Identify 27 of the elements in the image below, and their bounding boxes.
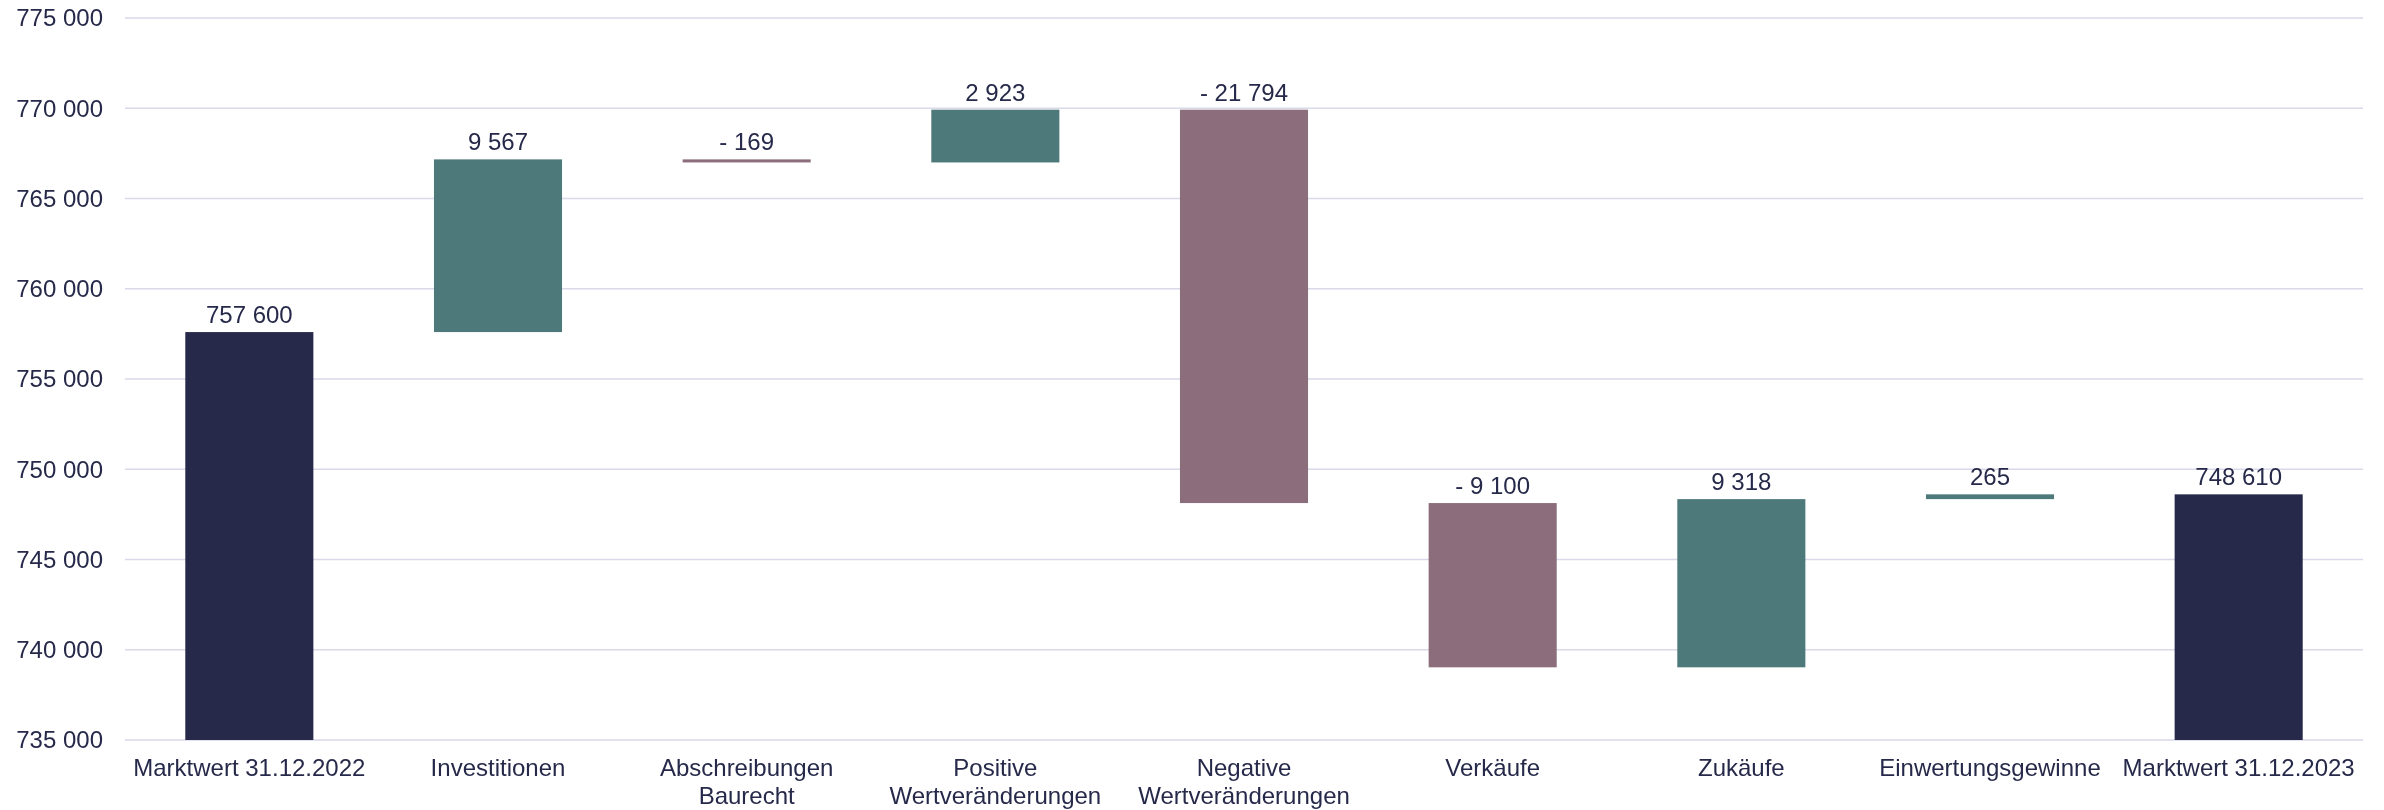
- y-tick-label: 745 000: [16, 545, 103, 573]
- x-tick-label: Verkäufe: [1445, 754, 1541, 781]
- y-tick-label: 750 000: [16, 455, 103, 483]
- x-tick-label: Negative Wertveränderungen: [1138, 754, 1350, 809]
- x-tick-label: Positive Wertveränderungen: [889, 754, 1102, 809]
- data-label: - 169: [719, 128, 775, 156]
- x-tick-label: Zukäufe: [1697, 754, 1785, 781]
- data-label: 2 923: [965, 78, 1026, 106]
- x-tick-label: Marktwert 31.12.2023: [2122, 754, 2355, 781]
- x-tick-label: Marktwert 31.12.2022: [133, 754, 366, 781]
- y-tick-label: 770 000: [16, 94, 103, 122]
- y-tick-label: 755 000: [16, 365, 103, 393]
- data-label: 757 600: [205, 301, 293, 329]
- y-tick-label: 765 000: [16, 184, 103, 212]
- data-label: 748 610: [2195, 463, 2283, 491]
- data-label: - 9 100: [1455, 472, 1531, 500]
- x-tick-label: Abschreibungen Baurecht: [659, 754, 834, 809]
- y-tick-label: 760 000: [16, 275, 103, 303]
- x-tick-label: Investitionen: [430, 754, 566, 781]
- x-tick-label: Einwertungsgewinne: [1879, 754, 2101, 781]
- data-label: 265: [1969, 463, 2011, 491]
- y-tick-label: 740 000: [16, 636, 103, 664]
- data-label: 9 318: [1711, 468, 1772, 496]
- y-tick-label: 775 000: [16, 4, 103, 32]
- data-label: - 21 794: [1199, 78, 1289, 106]
- y-tick-label: 735 000: [16, 726, 103, 754]
- data-label: 9 567: [467, 128, 529, 156]
